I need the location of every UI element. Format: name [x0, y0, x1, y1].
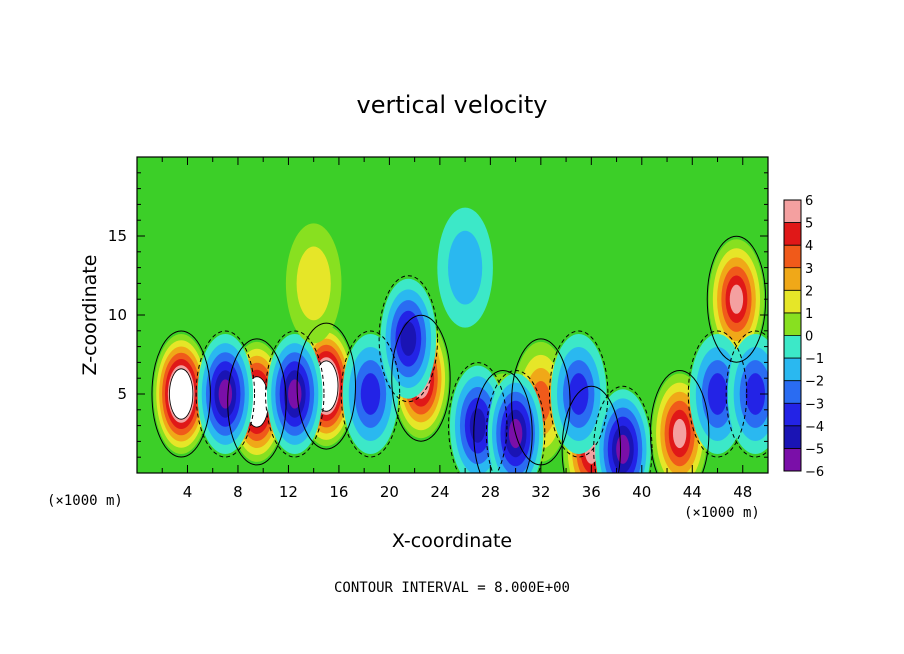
field-feature — [153, 334, 209, 454]
colorbar-tick-label: 1 — [805, 307, 813, 322]
y-axis-label: Z-coordinate — [79, 255, 101, 376]
contour-line — [378, 275, 439, 403]
chart-title: vertical velocity — [357, 91, 548, 119]
field-feature — [285, 223, 342, 344]
colorbar-tick-label: 2 — [805, 284, 813, 299]
contour-line — [725, 330, 768, 458]
colorbar-tick-label: −2 — [805, 375, 824, 390]
x-tick-label: 24 — [430, 483, 449, 501]
field-feature — [727, 334, 768, 454]
field-level — [296, 246, 331, 321]
contour-line — [227, 338, 287, 466]
x-tick-label: 8 — [233, 483, 243, 501]
x-axis: 4 8 12 16 20 24 28 32 36 40 44 48 — [161, 157, 752, 501]
x-tick-label: 4 — [183, 483, 193, 501]
contour-line — [448, 362, 508, 473]
colorbar-tick-label: −4 — [805, 420, 824, 435]
field-level — [745, 373, 766, 415]
field-level — [448, 230, 483, 305]
field-level — [360, 373, 381, 415]
contour-line — [265, 330, 325, 458]
colorbar-swatch — [784, 448, 801, 472]
colorbar-swatch — [784, 267, 801, 291]
field-blobs — [153, 207, 768, 473]
contour-line — [195, 330, 256, 458]
x-tick-label: 48 — [733, 483, 752, 501]
field-feature — [708, 239, 765, 360]
contour-line — [649, 370, 710, 473]
y-tick-label: 5 — [117, 385, 127, 403]
field-level — [729, 284, 744, 314]
contour-line — [687, 330, 748, 458]
colorbar-swatch — [784, 380, 801, 404]
contour-line — [549, 330, 609, 458]
field-level — [569, 373, 589, 415]
x-axis-label: X-coordinate — [392, 530, 512, 552]
y-axis: 5 10 15 — [108, 172, 768, 458]
field-level — [616, 434, 630, 464]
colorbar-swatch — [784, 222, 801, 246]
colorbar-tick-label: 5 — [805, 217, 813, 232]
field-level — [288, 379, 302, 409]
colorbar-swatch — [784, 290, 801, 314]
contour-line — [473, 370, 533, 473]
contour-line — [340, 330, 401, 458]
colorbar: 6 5 4 3 2 1 0 −1 −2 −3 −4 −5 −6 — [783, 194, 824, 480]
x-tick-label: 44 — [683, 483, 702, 501]
contour-line — [485, 370, 546, 473]
colorbar-swatch — [784, 403, 801, 427]
colorbar-tick-label: −6 — [805, 465, 824, 480]
colorbar-swatch — [784, 425, 801, 449]
colorbar-tick-label: 0 — [805, 330, 813, 345]
field-feature — [380, 278, 437, 399]
colorbar-tick-label: −3 — [805, 397, 824, 412]
heatmap-field — [137, 157, 768, 473]
field-feature — [437, 207, 493, 328]
contour-line — [296, 322, 356, 450]
colorbar-swatch — [784, 245, 801, 269]
x-axis-unit-right: (×1000 m) — [684, 505, 760, 521]
field-level — [400, 321, 417, 356]
x-axis-unit-left: (×1000 m) — [47, 493, 123, 509]
field-feature — [595, 389, 651, 473]
x-tick-label: 40 — [632, 483, 651, 501]
contour-line — [593, 385, 653, 473]
contour-line — [391, 314, 451, 442]
field-level — [672, 418, 687, 449]
x-tick-label: 28 — [481, 483, 500, 501]
contour-line — [561, 385, 622, 473]
colorbar-swatch — [784, 312, 801, 336]
x-tick-label: 20 — [380, 483, 399, 501]
field-level — [469, 408, 486, 443]
contour-interval-note: CONTOUR INTERVAL = 8.000E+00 — [334, 580, 570, 596]
colorbar-tick-label: 6 — [805, 194, 813, 209]
x-tick-label: 36 — [582, 483, 601, 501]
x-tick-label: 16 — [329, 483, 348, 501]
colorbar-swatch — [784, 335, 801, 359]
y-tick-label: 15 — [108, 227, 127, 245]
colorbar-tick-label: 3 — [805, 262, 813, 277]
field-level — [218, 379, 233, 409]
out-of-range-core — [169, 368, 194, 420]
field-feature — [487, 373, 544, 473]
colorbar-tick-label: −1 — [805, 352, 824, 367]
field-level — [707, 373, 728, 415]
colorbar-tick-label: 4 — [805, 239, 813, 254]
contour-lines — [151, 235, 768, 473]
x-tick-label: 12 — [279, 483, 298, 501]
colorbar-swatch — [784, 358, 801, 382]
contour-line — [151, 330, 211, 458]
colorbar-swatch — [784, 200, 801, 224]
colorbar-tick-label: −5 — [805, 442, 824, 457]
y-tick-label: 10 — [108, 306, 127, 324]
x-tick-label: 32 — [531, 483, 550, 501]
field-feature — [197, 334, 254, 454]
